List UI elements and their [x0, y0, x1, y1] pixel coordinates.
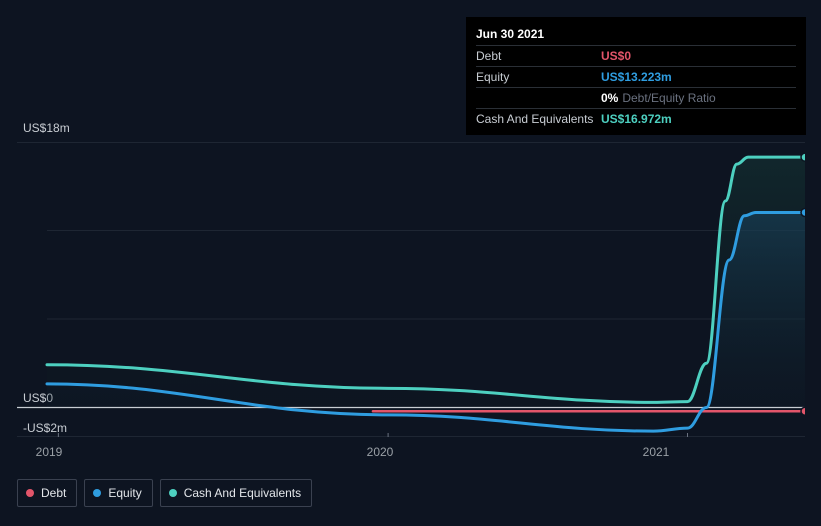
x-axis-tick-2021: 2021	[643, 445, 670, 459]
tooltip-label	[476, 91, 601, 105]
tooltip-row-equity: Equity US$13.223m	[476, 66, 796, 87]
legend-dot-debt	[26, 489, 34, 497]
legend-dot-equity	[93, 489, 101, 497]
tooltip-row-ratio: 0%Debt/Equity Ratio	[476, 87, 796, 108]
chart-tooltip: Jun 30 2021 Debt US$0 Equity US$13.223m …	[466, 17, 806, 135]
tooltip-date: Jun 30 2021	[476, 23, 796, 45]
tooltip-value-debt: US$0	[601, 49, 631, 63]
legend-label: Cash And Equivalents	[184, 486, 301, 500]
tooltip-row-cash: Cash And Equivalents US$16.972m	[476, 108, 796, 129]
legend-label: Equity	[108, 486, 141, 500]
legend-item-equity[interactable]: Equity	[84, 479, 152, 507]
tooltip-value-ratio: 0%Debt/Equity Ratio	[601, 91, 716, 105]
legend-dot-cash	[169, 489, 177, 497]
chart-plot-area[interactable]	[17, 142, 805, 437]
chart-legend: Debt Equity Cash And Equivalents	[17, 479, 312, 507]
x-axis-tick-2020: 2020	[367, 445, 394, 459]
legend-label: Debt	[41, 486, 66, 500]
tooltip-value-equity: US$13.223m	[601, 70, 672, 84]
tooltip-label: Debt	[476, 49, 601, 63]
x-axis-tick-2019: 2019	[36, 445, 63, 459]
legend-item-cash[interactable]: Cash And Equivalents	[160, 479, 312, 507]
chart-svg	[17, 142, 805, 437]
tooltip-label: Equity	[476, 70, 601, 84]
tooltip-value-cash: US$16.972m	[601, 112, 672, 126]
tooltip-row-debt: Debt US$0	[476, 45, 796, 66]
tooltip-label: Cash And Equivalents	[476, 112, 601, 126]
legend-item-debt[interactable]: Debt	[17, 479, 77, 507]
y-axis-label-top: US$18m	[23, 121, 70, 135]
